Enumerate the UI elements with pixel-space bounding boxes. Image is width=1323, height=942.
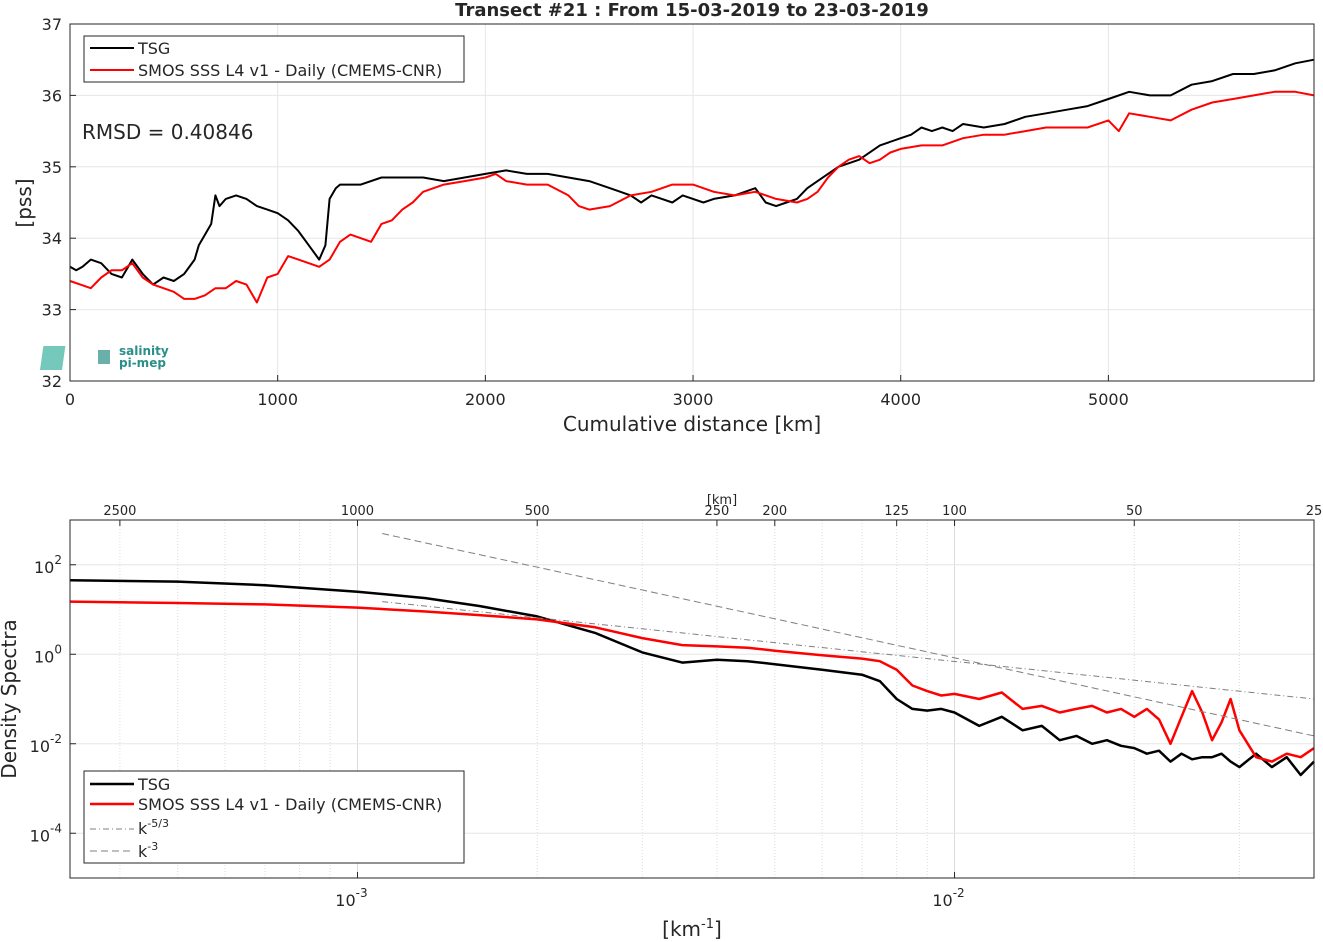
- tick-base: 10: [932, 891, 952, 910]
- spectra-plot-frame: [69, 519, 1315, 879]
- tick-base: 10: [30, 826, 50, 845]
- chart-title: Transect #21 : From 15-03-2019 to 23-03-…: [455, 0, 929, 21]
- legend-label-k53: k-5/3: [138, 817, 169, 838]
- spectra-top-tick-label: 2500: [103, 504, 136, 519]
- salinity-plot-frame: [69, 23, 1315, 382]
- salinity-series-layer: [69, 58, 1315, 304]
- salinity-y-tick-label: 36: [42, 86, 62, 105]
- salinity-x-axis-label: Cumulative distance [km]: [563, 412, 821, 436]
- salinity-y-tick-label: 34: [42, 229, 62, 248]
- tick-exponent: -2: [953, 886, 965, 900]
- rmsd-annotation: RMSD = 0.40846: [82, 120, 253, 144]
- spectra-top-tick-label: 100: [942, 504, 967, 519]
- logo-mark: [39, 346, 66, 370]
- salinity-pi-mep-logo: salinity pi-mep: [39, 344, 169, 370]
- legend-k3-base: k: [138, 842, 148, 861]
- spectra-legend-box: [83, 770, 465, 864]
- salinity-x-tick-label: 5000: [1088, 390, 1129, 409]
- spectra-x-axis-label: [km-1]: [662, 917, 722, 941]
- spectra-top-tick-label: 1000: [341, 504, 374, 519]
- legend-label-tsg-spectra: TSG: [137, 775, 170, 794]
- spectra-top-tick-label: 50: [1126, 504, 1143, 519]
- spectra-legend: TSG SMOS SSS L4 v1 - Daily (CMEMS-CNR) k…: [83, 770, 465, 864]
- tick-base: 10: [34, 558, 54, 577]
- spectra-line-k3: [382, 533, 1315, 737]
- spectra-top-tick-label: 250: [705, 504, 730, 519]
- tick-exponent: 2: [54, 553, 62, 567]
- spectra-y-tick-label: 10-4: [30, 821, 62, 845]
- spectra-x-tick-label: 10-3: [335, 886, 367, 910]
- salinity-x-tick-label: 1000: [257, 390, 298, 409]
- tick-exponent: 0: [54, 642, 62, 656]
- legend-k53-base: k: [138, 819, 148, 838]
- tick-exponent: -2: [50, 732, 62, 746]
- legend-k53-exp: -5/3: [147, 817, 169, 830]
- tick-exponent: -4: [50, 821, 62, 835]
- tick-base: 10: [335, 891, 355, 910]
- spectra-series-layer: [69, 533, 1315, 777]
- x-label-close: ]: [714, 917, 722, 941]
- salinity-y-axis-label: [pss]: [12, 178, 36, 227]
- salinity-x-tick-label: 4000: [880, 390, 921, 409]
- spectra-top-tick-label: 200: [762, 504, 787, 519]
- logo-text-line1: salinity: [119, 344, 169, 358]
- legend-label-smos: SMOS SSS L4 v1 - Daily (CMEMS-CNR): [138, 61, 442, 80]
- legend-label-smos-spectra: SMOS SSS L4 v1 - Daily (CMEMS-CNR): [138, 795, 442, 814]
- logo-text-line2: pi-mep: [119, 356, 166, 370]
- spectra-y-tick-label: 100: [34, 642, 62, 666]
- spectra-top-axis-label: [km]: [707, 493, 737, 508]
- spectra-top-tick-label: 25: [1306, 504, 1323, 519]
- spectra-y-tick-label: 102: [34, 553, 62, 577]
- spectra-line-smos: [69, 600, 1315, 763]
- salinity-y-tick-label: 32: [42, 372, 62, 391]
- series-line-tsg: [69, 58, 1315, 286]
- spectra-y-tick-label: 10-2: [30, 732, 62, 756]
- salinity-y-tick-label: 33: [42, 301, 62, 320]
- salinity-y-tick-label: 35: [42, 158, 62, 177]
- tick-exponent: -3: [356, 886, 368, 900]
- salinity-x-tick-label: 3000: [673, 390, 714, 409]
- legend-label-tsg: TSG: [137, 39, 170, 58]
- logo-mark-inner: [98, 350, 110, 364]
- x-label-exp: -1: [701, 917, 714, 932]
- salinity-axis-ticks: 0 1000 2000 3000 4000 5000 32 33 34 35 36 37: [42, 15, 1129, 409]
- x-label-main: [km: [662, 917, 701, 941]
- salinity-x-tick-label: 2000: [465, 390, 506, 409]
- spectra-y-axis-label: Density Spectra: [0, 619, 21, 778]
- spectra-line-tsg: [69, 579, 1315, 777]
- tick-base: 10: [30, 737, 50, 756]
- tick-base: 10: [34, 647, 54, 666]
- salinity-legend: TSG SMOS SSS L4 v1 - Daily (CMEMS-CNR): [83, 35, 465, 83]
- salinity-x-tick-label: 0: [65, 390, 75, 409]
- legend-k3-exp: -3: [147, 840, 158, 853]
- spectra-top-tick-label: 125: [884, 504, 909, 519]
- spectra-x-tick-label: 10-2: [932, 886, 964, 910]
- spectra-top-tick-label: 500: [525, 504, 550, 519]
- salinity-y-tick-label: 37: [42, 15, 62, 34]
- spectra-line-k53: [382, 601, 1315, 700]
- legend-label-k3: k-3: [138, 840, 158, 861]
- salinity-legend-box: [83, 35, 465, 83]
- salinity-chart: 0 1000 2000 3000 4000 5000 32 33 34 35 36 37 Cumula…: [12, 15, 1315, 436]
- series-line-smos: [69, 90, 1315, 304]
